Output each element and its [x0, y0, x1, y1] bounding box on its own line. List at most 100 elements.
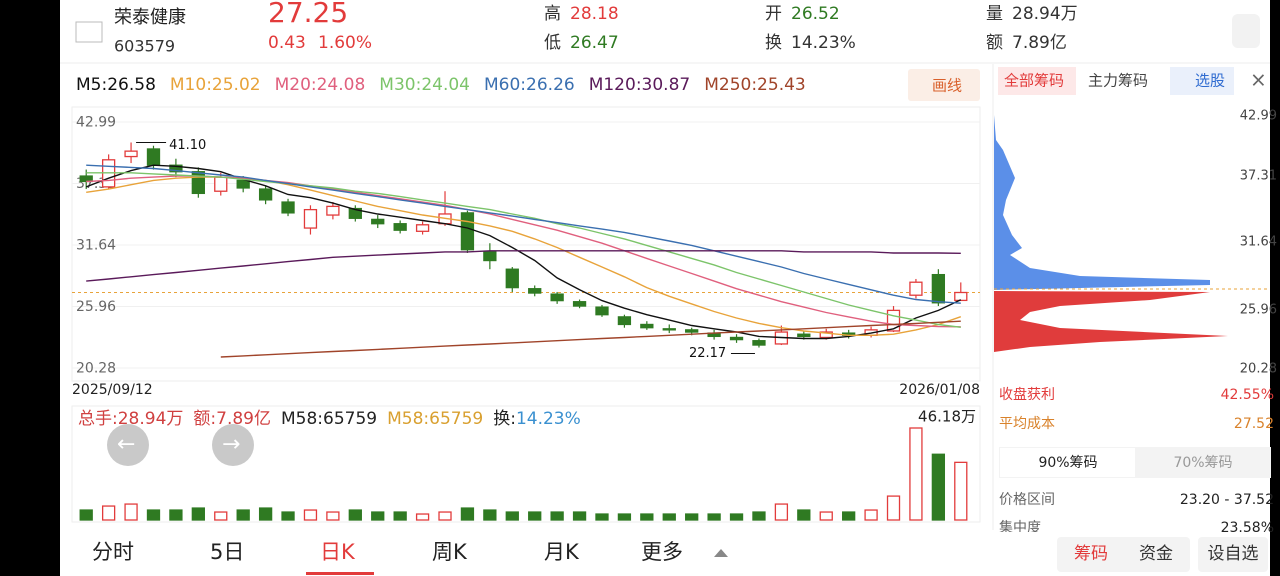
candle-body: [685, 329, 699, 333]
range-tab[interactable]: 90%筹码: [1038, 454, 1097, 471]
tab[interactable]: 分时: [92, 540, 134, 564]
volume-stat: 总手:28.94万: [78, 409, 183, 429]
volume-bar: [954, 461, 968, 521]
label: 低: [544, 33, 561, 53]
label: 额: [986, 33, 1003, 53]
legend-entry: M60:26.26: [484, 75, 575, 95]
close-icon[interactable]: ×: [1250, 68, 1267, 92]
volume-bar: [617, 513, 632, 521]
candle-body: [819, 331, 833, 339]
draw-button[interactable]: [908, 69, 980, 101]
volume-bar: [707, 513, 721, 521]
label: 高: [544, 4, 561, 24]
ma-line: [86, 172, 961, 328]
candle-body: [752, 340, 766, 346]
volume-bar: [79, 509, 93, 521]
button-group: [1057, 537, 1190, 572]
tab[interactable]: 更多: [641, 540, 683, 564]
chip-axis-label: 42.99: [1240, 109, 1277, 124]
volume-bar: [393, 511, 407, 521]
arrow-icon: ←: [117, 432, 135, 457]
volume-stat: M58:65759: [281, 409, 377, 429]
tab[interactable]: 周K: [432, 540, 468, 564]
chip-axis: 42.99 37.31 31.64 25.96 20.28: [1240, 109, 1277, 377]
fullscreen-button[interactable]: [1232, 14, 1260, 48]
volume-bar: [640, 513, 654, 521]
candle-body: [886, 309, 901, 332]
label: 价格区间: [999, 492, 1055, 508]
range-tab[interactable]: 70%筹码: [1173, 454, 1232, 471]
volume-bar: [146, 509, 161, 521]
candle-body: [415, 224, 430, 232]
next-button[interactable]: [212, 424, 254, 466]
change: 0.43: [268, 33, 306, 53]
ma-line: [86, 250, 961, 282]
value: 26.52: [791, 4, 840, 24]
label: 换: [765, 33, 782, 53]
menu-icon[interactable]: [75, 21, 103, 43]
range-tab-active[interactable]: [1000, 448, 1135, 477]
chip-tab[interactable]: 全部筹码: [1004, 72, 1064, 90]
tab-active[interactable]: [998, 67, 1076, 95]
tab-active[interactable]: 日K: [320, 540, 356, 564]
value: 27.52: [1234, 416, 1274, 432]
volume-stat: 额:7.89亿: [193, 409, 271, 429]
legend-entry: M30:24.04: [379, 75, 470, 95]
label: 平均成本: [999, 416, 1055, 432]
volume-bar: [483, 509, 497, 521]
candle-body: [460, 212, 475, 251]
tab-underline: [306, 572, 374, 575]
stock-name: 荣泰健康: [114, 7, 186, 28]
y-tick-label: 31.64: [76, 237, 116, 253]
candle-body: [505, 268, 519, 289]
volume-bar: [415, 513, 430, 521]
volume-bar: [819, 511, 833, 521]
y-tick-label: 42.99: [76, 115, 116, 131]
chip-axis-label: 37.31: [1240, 169, 1277, 184]
volume-bar: [348, 509, 362, 521]
candle-body: [236, 179, 250, 189]
tab-bg[interactable]: [1170, 67, 1234, 95]
x-tick-label: 2025/09/12: [72, 382, 153, 398]
volume-frame: [71, 405, 981, 523]
chip-tab[interactable]: 主力筹码: [1088, 72, 1148, 90]
volume-bar: [236, 509, 250, 521]
volume-bar: [909, 427, 923, 521]
bottom-button[interactable]: 资金: [1139, 544, 1173, 564]
candle-body: [348, 207, 362, 219]
volume-bar: [931, 453, 946, 521]
candle-body: [281, 201, 295, 214]
tab[interactable]: 月K: [544, 540, 580, 564]
volume-bar: [214, 511, 228, 521]
chip-profile-profit: [994, 115, 1210, 290]
volume-bar: [191, 507, 205, 521]
volume-bar: [774, 503, 789, 521]
arrow-icon: →: [222, 432, 240, 457]
volume-bar: [371, 511, 385, 521]
chip-tab[interactable]: 选股: [1195, 72, 1225, 90]
more-icon[interactable]: [714, 549, 728, 557]
candle-body: [124, 150, 138, 158]
prev-button[interactable]: [107, 424, 149, 466]
x-tick-label: 2026/01/08: [899, 382, 980, 398]
change-pct: 1.60%: [318, 33, 372, 53]
bottom-button[interactable]: 筹码: [1074, 544, 1108, 564]
candle-body: [572, 301, 587, 307]
draw-label: 画线: [932, 77, 962, 95]
legend-entry: M250:25.43: [704, 75, 806, 95]
header: 荣泰健康 603579 27.25 0.43 1.60% 高 28.18 低 2…: [114, 0, 1078, 56]
bottom-button[interactable]: 设自选: [1208, 544, 1259, 564]
volume-bar: [752, 511, 766, 521]
y-tick-label: 25.96: [76, 299, 116, 315]
volume-max-label: 46.18万: [918, 408, 976, 426]
candle-body: [595, 306, 609, 316]
candle-body: [214, 176, 228, 192]
chip-stats: 收盘获利 42.55% 平均成本 27.52 90%筹码 70%筹码 价格区间 …: [999, 386, 1274, 536]
candle-body: [303, 208, 318, 229]
tab[interactable]: 5日: [210, 540, 244, 564]
volume-stat: M58:65759: [387, 409, 483, 429]
button-bg: [1198, 537, 1268, 572]
candle-body: [931, 273, 946, 304]
annotation: 22.17: [689, 346, 726, 361]
